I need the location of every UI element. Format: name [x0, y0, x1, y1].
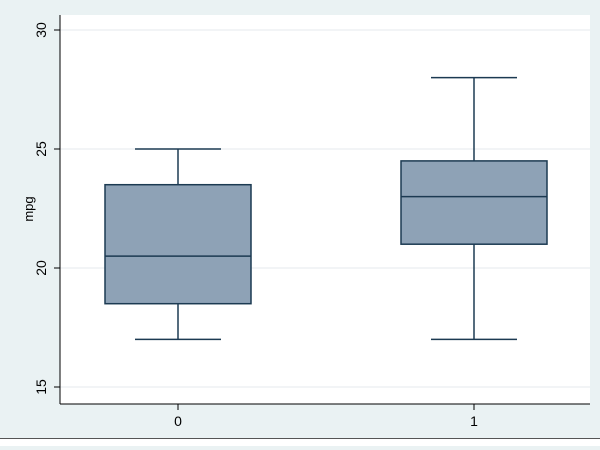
box-group-1	[400, 76, 548, 341]
y-tick-label-20: 20	[33, 260, 49, 276]
iqr-box-0	[104, 183, 252, 305]
y-axis-title: mpg	[21, 196, 36, 221]
x-tick-label-0: 0	[174, 413, 182, 429]
bottom-strip	[0, 438, 600, 446]
y-tick-label-15: 15	[33, 379, 49, 395]
grid-lines	[60, 29, 590, 388]
tick-labels: 15 20 25 30 0 1	[33, 22, 478, 429]
axes	[54, 15, 590, 410]
y-tick-label-30: 30	[33, 22, 49, 38]
x-tick-label-1: 1	[470, 413, 478, 429]
y-tick-label-25: 25	[33, 141, 49, 157]
boxes	[104, 76, 548, 341]
iqr-box-1	[400, 160, 548, 245]
box-group-0	[104, 148, 252, 341]
